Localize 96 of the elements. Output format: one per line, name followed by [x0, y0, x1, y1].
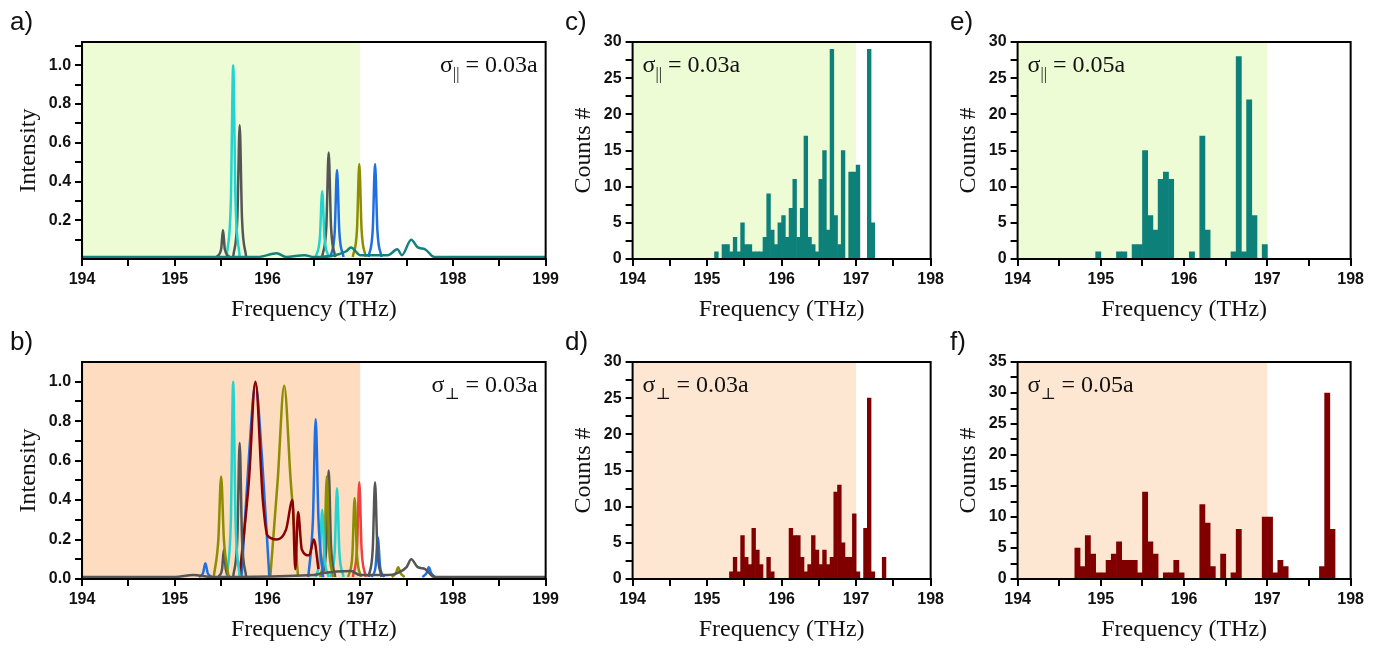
chart-title: e) — [950, 6, 974, 37]
x-tick-label: 196 — [254, 590, 281, 608]
annotation: σ⊥ = 0.05a — [1027, 371, 1135, 403]
chart-title: c) — [565, 6, 587, 37]
y-tick-label: 0 — [612, 249, 622, 267]
y-tick-label: 20 — [988, 445, 1007, 463]
y-tick-label: 10 — [603, 177, 622, 195]
x-tick-label: 194 — [68, 270, 96, 288]
x-axis-title: Frequency (THz) — [698, 614, 865, 641]
x-tick-label: 196 — [1170, 270, 1198, 288]
y-tick-label: 15 — [988, 476, 1007, 494]
x-tick-label: 195 — [161, 590, 189, 608]
y-tick-label: 0.2 — [48, 210, 72, 228]
y-tick-label: 25 — [988, 414, 1007, 432]
annotation: σ⊥ = 0.03a — [642, 371, 750, 403]
y-tick-label: 10 — [603, 497, 622, 515]
x-tick-label: 194 — [68, 590, 96, 608]
y-tick-label: 0.6 — [48, 451, 72, 469]
y-tick-label: 5 — [997, 213, 1007, 231]
y-tick-label: 25 — [988, 68, 1007, 86]
x-tick-label: 194 — [619, 270, 647, 288]
y-tick-label: 0.8 — [48, 94, 72, 112]
x-tick-label: 197 — [842, 590, 870, 608]
y-tick-label: 30 — [988, 383, 1007, 401]
x-tick-label: 197 — [1254, 590, 1281, 608]
x-tick-label: 199 — [532, 590, 560, 608]
x-tick-label: 198 — [1337, 270, 1365, 288]
x-tick-label: 197 — [1254, 270, 1281, 288]
annotation: σ|| = 0.03a — [440, 51, 538, 84]
y-tick-label: 30 — [988, 32, 1007, 50]
y-tick-label: 5 — [612, 533, 622, 551]
y-axis-title: Intensity — [13, 428, 40, 513]
x-tick-label: 196 — [254, 270, 281, 288]
y-tick-label: 0.0 — [48, 569, 72, 587]
x-axis-title: Frequency (THz) — [230, 294, 397, 321]
x-tick-label: 195 — [161, 270, 189, 288]
y-tick-label: 0.4 — [48, 490, 72, 508]
y-axis-title: Intensity — [13, 108, 40, 193]
y-tick-label: 20 — [603, 424, 622, 442]
annotation: σ|| = 0.03a — [642, 51, 741, 84]
x-tick-label: 197 — [346, 270, 374, 288]
y-tick-label: 0 — [612, 569, 622, 587]
y-axis-title: Counts # — [568, 427, 595, 514]
y-tick-label: 10 — [988, 177, 1007, 195]
y-tick-label: 5 — [997, 538, 1007, 556]
chart-title: b) — [10, 326, 34, 357]
y-tick-label: 15 — [603, 460, 622, 478]
x-tick-label: 197 — [346, 590, 374, 608]
y-tick-label: 25 — [603, 388, 622, 406]
y-tick-label: 30 — [603, 352, 622, 370]
y-tick-label: 15 — [603, 140, 622, 158]
chart-title: d) — [565, 326, 589, 357]
x-tick-label: 198 — [439, 270, 467, 288]
y-axis-title: Counts # — [953, 107, 980, 194]
chart-title: f) — [950, 326, 966, 357]
y-tick-label: 0.4 — [48, 171, 72, 189]
y-tick-label: 15 — [988, 140, 1007, 158]
x-tick-label: 195 — [1087, 270, 1115, 288]
x-tick-label: 197 — [842, 270, 870, 288]
y-tick-label: 20 — [603, 104, 622, 122]
y-tick-label: 0.8 — [48, 411, 72, 429]
x-axis-title: Frequency (THz) — [1101, 614, 1268, 641]
y-tick-label: 5 — [612, 213, 622, 231]
x-axis-title: Frequency (THz) — [230, 614, 397, 641]
x-tick-label: 198 — [917, 270, 945, 288]
y-tick-label: 0.2 — [48, 529, 72, 547]
x-tick-label: 198 — [917, 590, 945, 608]
x-tick-label: 196 — [768, 590, 796, 608]
x-tick-label: 196 — [768, 270, 796, 288]
x-tick-label: 194 — [1004, 270, 1032, 288]
annotation: σ|| = 0.05a — [1027, 51, 1126, 84]
x-tick-label: 198 — [439, 590, 467, 608]
x-tick-label: 194 — [619, 590, 647, 608]
y-tick-label: 1.0 — [48, 372, 72, 390]
x-tick-label: 196 — [1170, 590, 1198, 608]
y-tick-label: 0 — [997, 569, 1007, 587]
y-tick-label: 0 — [997, 249, 1007, 267]
chart-title: a) — [10, 6, 34, 37]
x-axis-title: Frequency (THz) — [1101, 294, 1268, 321]
y-tick-label: 25 — [603, 68, 622, 86]
x-tick-label: 195 — [1087, 590, 1115, 608]
y-tick-label: 0.6 — [48, 133, 72, 151]
y-axis-title: Counts # — [953, 427, 980, 514]
y-tick-label: 35 — [988, 352, 1007, 370]
x-tick-label: 195 — [693, 270, 721, 288]
y-tick-label: 30 — [603, 32, 622, 50]
y-tick-label: 1.0 — [48, 55, 72, 73]
x-tick-label: 195 — [693, 590, 721, 608]
y-tick-label: 10 — [988, 507, 1007, 525]
x-axis-title: Frequency (THz) — [698, 294, 865, 321]
x-tick-label: 198 — [1337, 590, 1365, 608]
y-tick-label: 20 — [988, 104, 1007, 122]
x-tick-label: 199 — [532, 270, 560, 288]
y-axis-title: Counts # — [568, 107, 595, 194]
x-tick-label: 194 — [1004, 590, 1032, 608]
annotation: σ⊥ = 0.03a — [431, 371, 538, 403]
